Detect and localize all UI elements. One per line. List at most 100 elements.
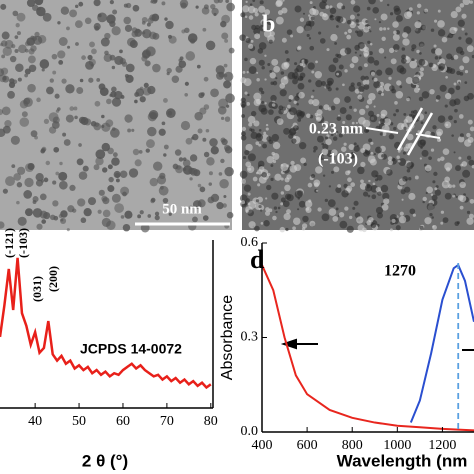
particle [30, 130, 38, 138]
particle [216, 71, 224, 80]
speckle [455, 165, 461, 172]
speckle [381, 203, 389, 211]
speckle [260, 90, 265, 95]
particle [41, 68, 45, 72]
speckle [242, 70, 246, 74]
speckle [321, 213, 330, 222]
speckle [358, 86, 365, 93]
speckle [336, 116, 342, 121]
speckle [357, 94, 363, 100]
particle [62, 132, 67, 137]
speckle [459, 65, 465, 71]
speckle [240, 134, 247, 141]
speckle [385, 67, 393, 76]
particle [147, 214, 152, 218]
speckle [357, 224, 365, 232]
speckle [302, 215, 309, 223]
speckle [418, 96, 424, 102]
particle [21, 111, 28, 118]
speckle [424, 164, 432, 172]
particle [91, 48, 97, 55]
particle [224, 38, 229, 43]
speckle [296, 111, 305, 119]
particle [168, 35, 177, 44]
speckle [279, 226, 286, 233]
speckle [462, 56, 470, 64]
particle [26, 37, 35, 46]
speckle [278, 108, 284, 115]
speckle [367, 194, 371, 198]
speckle [308, 99, 314, 105]
speckle [468, 213, 474, 219]
particle [153, 161, 163, 171]
speckle [308, 37, 312, 40]
speckle [330, 170, 335, 174]
speckle [335, 132, 338, 135]
particle [163, 98, 168, 103]
particle [135, 88, 145, 97]
speckle [263, 30, 272, 38]
speckle [245, 37, 251, 44]
speckle [344, 96, 351, 103]
speckle [422, 200, 425, 204]
speckle [430, 148, 435, 152]
particle [125, 74, 134, 83]
speckle [276, 0, 283, 7]
speckle [398, 158, 407, 166]
particle [24, 48, 29, 53]
speckle [461, 13, 467, 19]
speckle [393, 44, 400, 51]
speckle [381, 36, 386, 41]
scale-label: 50 nm [162, 201, 202, 217]
speckle [283, 127, 290, 135]
speckle [459, 205, 464, 210]
particle [60, 6, 70, 15]
speckle [328, 208, 337, 216]
speckle [280, 71, 285, 75]
particle [101, 195, 108, 202]
speckle [284, 184, 291, 192]
particle [124, 114, 133, 123]
speckle [372, 6, 380, 14]
speckle [365, 105, 369, 109]
speckle [374, 18, 377, 21]
speckle [402, 38, 410, 46]
speckle [253, 92, 262, 101]
speckle [275, 16, 284, 25]
speckle [260, 222, 264, 225]
speckle [325, 5, 330, 9]
speckle [393, 126, 397, 131]
particle [107, 185, 115, 193]
speckle [434, 19, 438, 23]
speckle [445, 123, 449, 127]
speckle [444, 192, 452, 200]
panel-b: b 0.23 nm (-103) [239, 0, 474, 233]
particle [196, 64, 201, 69]
speckle [461, 161, 468, 167]
speckle [271, 103, 276, 107]
particle [184, 27, 190, 34]
speckle [338, 211, 345, 218]
speckle [453, 120, 457, 124]
speckle [401, 54, 407, 60]
speckle [283, 213, 291, 221]
speckle [244, 149, 250, 156]
particle [13, 173, 22, 181]
speckle [309, 220, 316, 227]
particle [19, 117, 30, 127]
speckle [355, 30, 359, 34]
particle [163, 144, 169, 150]
particle [106, 220, 116, 230]
speckle [379, 118, 386, 124]
particle [142, 49, 151, 58]
speckle [322, 143, 329, 150]
speckle [444, 92, 452, 100]
speckle [437, 115, 446, 123]
particle [218, 98, 229, 109]
speckle [289, 107, 298, 116]
speckle [338, 133, 343, 138]
speckle [369, 158, 377, 166]
speckle [391, 218, 396, 223]
speckle [263, 220, 270, 227]
speckle [459, 3, 465, 8]
